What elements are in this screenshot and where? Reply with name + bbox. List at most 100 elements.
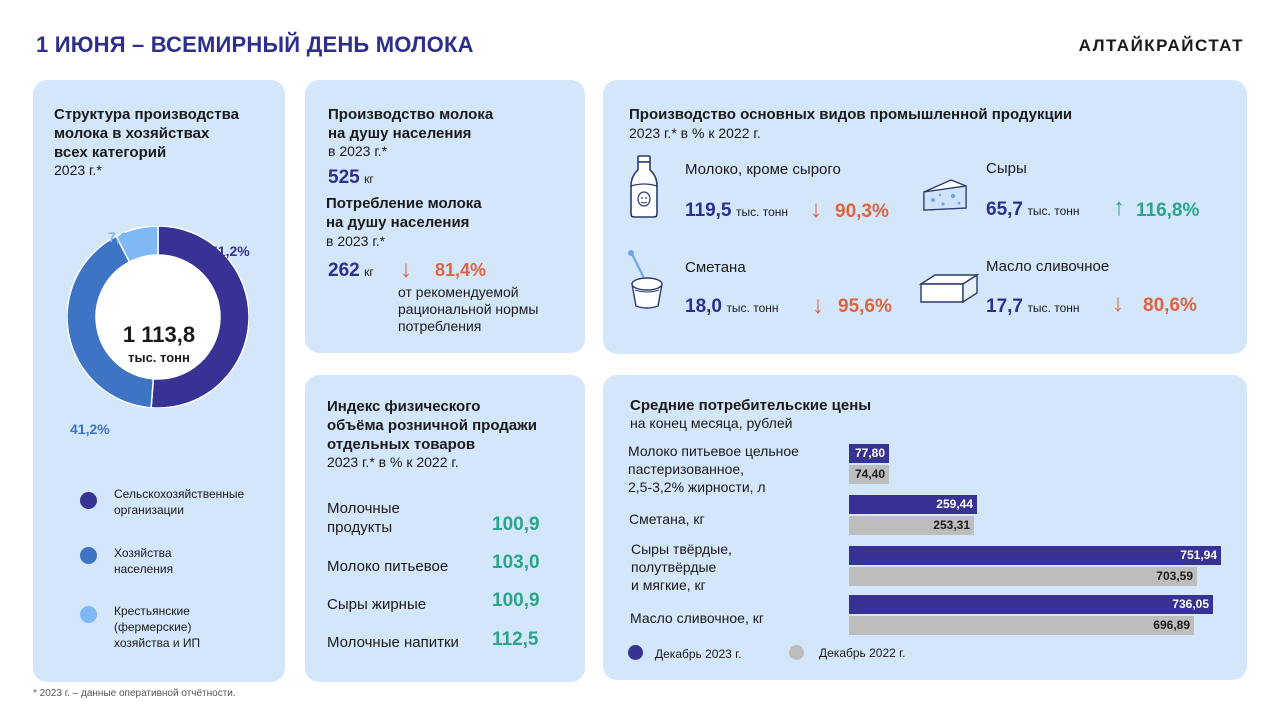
retail-item-value: 100,9 <box>492 514 540 535</box>
price-category-line: пастеризованное, <box>628 461 745 477</box>
price-category-line: Сыры твёрдые, <box>631 541 732 557</box>
legend-dot <box>80 492 97 509</box>
milk-bottle-icon <box>630 155 658 218</box>
product-value: 119,5 <box>685 200 732 221</box>
retail-item-line: продукты <box>327 519 393 536</box>
legend-label: Крестьянские (фермерские) хозяйства и ИП <box>114 603 200 651</box>
retail-subtitle: 2023 г.* в % к 2022 г. <box>327 454 459 470</box>
product-name: Сыры <box>986 160 1027 177</box>
legend-dot <box>80 606 97 623</box>
consumption-unit: кг <box>364 265 374 279</box>
structure-subtitle: 2023 г.* <box>54 162 102 178</box>
structure-title-line: всех категорий <box>54 144 167 161</box>
bar-december-2022: 74,40 <box>849 465 889 484</box>
page-title: 1 ИЮНЯ – ВСЕМИРНЫЙ ДЕНЬ МОЛОКА <box>36 32 474 57</box>
retail-item-value: 112,5 <box>492 629 539 650</box>
sour-cream-icon <box>628 250 663 309</box>
bar-december-2023: 751,94 <box>849 546 1221 565</box>
product-value: 17,7 <box>986 296 1023 317</box>
brand-logo: АЛТАЙКРАЙСТАТ <box>1078 36 1244 55</box>
legend-label: Сельскохозяйственные организации <box>114 486 244 518</box>
legend-label: Декабрь 2022 г. <box>819 646 906 660</box>
legend-label: Декабрь 2023 г. <box>655 647 742 661</box>
product-unit: тыс. тонн <box>1027 301 1080 315</box>
prices-title: Средние потребительские цены <box>630 397 872 414</box>
production-title-line: Производство молока <box>328 106 494 123</box>
industrial-card: Производство основных видов промышленной… <box>603 80 1247 354</box>
donut-chart <box>66 225 250 409</box>
product-value: 18,0 <box>685 296 722 317</box>
retail-item-value: 100,9 <box>492 590 540 611</box>
bar-december-2023: 736,05 <box>849 595 1213 614</box>
consumption-note-line: рациональной нормы <box>398 301 539 317</box>
consumption-subtitle: в 2023 г.* <box>326 233 386 249</box>
production-title: Производство молока на душу населения <box>328 105 493 143</box>
donut-total-value: 1 113,8 <box>122 322 196 347</box>
industrial-title: Производство основных видов промышленной… <box>629 106 1073 123</box>
consumption-pct: 81,4% <box>435 260 487 280</box>
production-subtitle: в 2023 г.* <box>328 143 388 159</box>
consumption-note-line: потребления <box>398 318 482 334</box>
retail-index-card: Индекс физического объёма розничной прод… <box>305 375 585 682</box>
retail-item-line: Молочные <box>327 500 400 517</box>
retail-title-line: отдельных товаров <box>327 436 476 453</box>
arrow-up-icon: ↑ <box>1113 194 1125 221</box>
price-category-line: Молоко питьевое цельное <box>628 443 799 459</box>
prices-card: Средние потребительские цены на конец ме… <box>603 375 1247 680</box>
legend-label: Хозяйства населения <box>114 545 173 577</box>
price-category-line: и мягкие, кг <box>631 577 706 593</box>
product-value-line: 17,7 тыс. тонн <box>986 296 1080 318</box>
production-unit: кг <box>364 172 374 186</box>
retail-item-name: Молочные напитки <box>327 634 459 651</box>
slice-label: 7,6% <box>108 229 140 245</box>
consumption-title-line: на душу населения <box>326 214 470 231</box>
product-name: Молоко, кроме сырого <box>685 161 841 178</box>
slice-label: 41,2% <box>70 421 110 437</box>
production-value: 525 <box>328 167 360 188</box>
retail-item-name: Сыры жирные <box>327 596 427 613</box>
structure-title: Структура производства молока в хозяйств… <box>54 105 239 162</box>
footnote: * 2023 г. – данные оперативной отчётност… <box>33 688 236 699</box>
retail-item-value: 103,0 <box>492 552 540 573</box>
structure-card: Структура производства молока в хозяйств… <box>33 80 285 682</box>
donut-total-unit: тыс. тонн <box>128 350 190 365</box>
retail-title-line: объёма розничной продажи <box>327 417 538 434</box>
legend-line: Крестьянские <box>114 604 190 618</box>
legend-dot <box>80 547 97 564</box>
legend-dot <box>628 645 643 660</box>
consumption-title: Потребление молока на душу населения <box>326 194 482 232</box>
retail-title: Индекс физического объёма розничной прод… <box>327 397 537 454</box>
product-pct: 90,3% <box>835 201 889 222</box>
legend-line: (фермерские) <box>114 620 192 634</box>
consumption-value-line: 262 кг <box>328 260 374 282</box>
bar-december-2023: 77,80 <box>849 444 889 463</box>
product-pct: 116,8% <box>1136 200 1200 221</box>
retail-item-name: Молоко питьевое <box>327 558 449 575</box>
price-category-label: Сыры твёрдые, полутвёрдые и мягкие, кг <box>631 540 732 594</box>
product-pct: 80,6% <box>1143 295 1197 316</box>
product-value-line: 65,7 тыс. тонн <box>986 199 1080 221</box>
bar-december-2022: 253,31 <box>849 516 974 535</box>
legend-line: населения <box>114 562 174 576</box>
product-name: Сметана <box>685 259 746 276</box>
product-value-line: 119,5 тыс. тонн <box>685 200 788 222</box>
arrow-down-icon: ↓ <box>812 292 824 319</box>
product-name: Масло сливочное <box>986 258 1110 275</box>
arrow-down-icon: ↓ <box>400 256 412 283</box>
donut-hole <box>96 255 220 379</box>
product-value: 65,7 <box>986 199 1023 220</box>
legend-line: организации <box>114 503 184 517</box>
price-category-line: полутвёрдые <box>631 559 717 575</box>
production-value-line: 525 кг <box>328 167 374 189</box>
legend-line: Сельскохозяйственные <box>114 487 245 501</box>
consumption-title-line: Потребление молока <box>326 195 482 212</box>
legend-line: хозяйства и ИП <box>114 636 201 650</box>
cheese-icon <box>923 179 967 211</box>
production-title-line: на душу населения <box>328 125 472 142</box>
product-unit: тыс. тонн <box>735 205 789 219</box>
structure-title-line: молока в хозяйствах <box>54 125 210 142</box>
prices-subtitle: на конец месяца, рублей <box>630 415 793 431</box>
bar-december-2023: 259,44 <box>849 495 977 514</box>
legend-dot <box>789 645 804 660</box>
retail-title-line: Индекс физического <box>327 398 481 415</box>
